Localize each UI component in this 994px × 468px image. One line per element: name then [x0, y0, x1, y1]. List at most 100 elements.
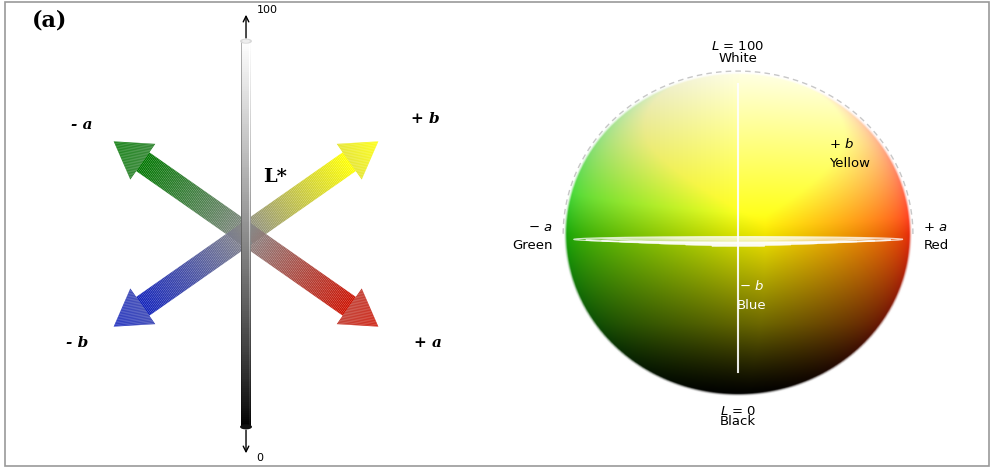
Polygon shape — [315, 278, 329, 297]
Bar — [241, 255, 251, 257]
Bar — [241, 400, 251, 402]
Polygon shape — [120, 309, 132, 326]
Polygon shape — [369, 142, 375, 150]
Polygon shape — [151, 162, 165, 182]
Bar — [241, 236, 251, 238]
Bar — [241, 212, 243, 215]
Polygon shape — [167, 174, 181, 193]
Bar — [241, 64, 243, 66]
Bar — [241, 261, 251, 263]
Polygon shape — [296, 184, 311, 204]
Polygon shape — [179, 266, 193, 286]
Polygon shape — [167, 275, 181, 294]
Polygon shape — [149, 161, 164, 181]
Bar — [248, 274, 250, 277]
Bar — [241, 351, 251, 353]
Polygon shape — [223, 212, 237, 232]
Polygon shape — [120, 310, 131, 326]
Bar — [241, 222, 251, 224]
Bar — [241, 280, 243, 282]
Polygon shape — [247, 219, 260, 239]
Polygon shape — [275, 249, 289, 270]
Bar — [248, 330, 250, 332]
Polygon shape — [342, 293, 364, 324]
Bar — [248, 128, 250, 130]
Bar — [248, 344, 250, 346]
Polygon shape — [350, 301, 368, 325]
Bar — [248, 58, 250, 60]
Bar — [241, 120, 243, 122]
Polygon shape — [223, 236, 237, 256]
Bar — [241, 183, 243, 186]
Polygon shape — [276, 250, 291, 270]
Bar — [241, 74, 243, 76]
Bar — [248, 309, 250, 311]
Polygon shape — [260, 209, 275, 228]
Polygon shape — [291, 188, 305, 207]
Polygon shape — [148, 161, 163, 180]
Polygon shape — [293, 186, 308, 205]
Bar — [248, 276, 250, 278]
Polygon shape — [317, 279, 332, 299]
Polygon shape — [130, 288, 155, 324]
Polygon shape — [360, 142, 372, 159]
Bar — [241, 81, 243, 84]
Bar — [248, 97, 250, 99]
Polygon shape — [366, 142, 374, 153]
Bar — [248, 68, 250, 70]
Bar — [241, 153, 243, 155]
Bar — [241, 293, 251, 296]
Bar — [241, 83, 243, 86]
Bar — [248, 365, 250, 367]
Bar — [241, 322, 251, 325]
Polygon shape — [351, 302, 368, 325]
Bar — [248, 205, 250, 207]
Bar — [248, 95, 250, 97]
Bar — [241, 161, 243, 163]
Bar — [248, 379, 250, 380]
Polygon shape — [328, 161, 343, 181]
Bar — [248, 145, 250, 147]
Bar — [248, 70, 250, 72]
Bar — [241, 271, 243, 272]
Bar — [241, 411, 243, 413]
Bar — [248, 424, 250, 427]
Bar — [241, 423, 243, 425]
Bar — [248, 47, 250, 49]
Polygon shape — [356, 143, 370, 162]
Bar — [241, 288, 243, 290]
Bar — [241, 311, 251, 313]
Bar — [241, 423, 251, 425]
Bar — [248, 168, 250, 170]
Polygon shape — [128, 292, 151, 324]
Polygon shape — [327, 162, 341, 182]
Polygon shape — [333, 158, 348, 177]
Bar — [241, 159, 251, 161]
Polygon shape — [117, 142, 124, 151]
Polygon shape — [268, 203, 283, 223]
Polygon shape — [303, 179, 317, 199]
Bar — [248, 373, 250, 375]
Bar — [241, 49, 243, 51]
Ellipse shape — [243, 40, 249, 42]
Bar — [241, 56, 251, 58]
Bar — [248, 380, 250, 382]
Bar — [241, 139, 243, 141]
Polygon shape — [373, 322, 377, 326]
Polygon shape — [240, 225, 253, 244]
Polygon shape — [340, 295, 355, 315]
Bar — [241, 298, 251, 300]
Bar — [241, 132, 251, 134]
Bar — [241, 247, 243, 249]
Bar — [241, 402, 243, 404]
Bar — [241, 326, 243, 329]
Bar — [248, 211, 250, 213]
Bar — [241, 240, 243, 241]
Polygon shape — [231, 218, 245, 238]
Bar — [241, 220, 251, 222]
Polygon shape — [320, 167, 335, 187]
Polygon shape — [275, 198, 289, 219]
Polygon shape — [284, 192, 299, 212]
Polygon shape — [229, 231, 244, 251]
Bar — [241, 197, 243, 199]
